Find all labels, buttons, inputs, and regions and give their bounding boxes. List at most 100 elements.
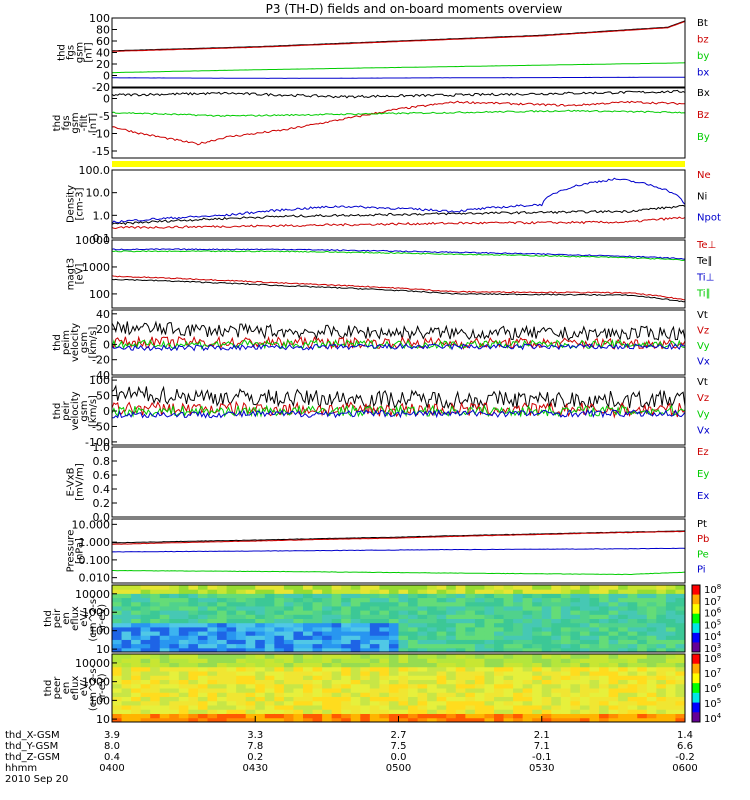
spectrogram-cell (169, 601, 180, 607)
spectrogram-cell (570, 614, 581, 619)
spectrogram-cell (627, 671, 638, 676)
spectrogram-cell (427, 635, 438, 640)
spectrogram-cell (656, 647, 667, 653)
spectrogram-cell (226, 618, 237, 624)
spectrogram-cell (197, 679, 208, 685)
spectrogram-cell (465, 639, 476, 645)
spectrogram-cell (532, 709, 543, 714)
spectrogram-cell (274, 700, 285, 706)
spectrogram-cell (427, 683, 438, 689)
spectrogram-cell (245, 679, 256, 685)
spectrogram-cell (350, 671, 361, 676)
spectrogram-cell (484, 679, 495, 685)
spectrogram-cell (484, 688, 495, 693)
y-axis-label: sr-eV) (97, 604, 108, 633)
spectrogram-cell (140, 688, 151, 693)
panel-frame (111, 584, 686, 653)
spectrogram-cell (436, 717, 447, 723)
spectrogram-cell (112, 679, 123, 685)
spectrogram-cell (408, 666, 419, 672)
spectrogram-cell (446, 631, 457, 636)
spectrogram-cell (350, 643, 361, 649)
colorbar-tick-label: 104 (704, 712, 722, 725)
spectrogram-cell (608, 675, 619, 680)
spectrogram-cell (474, 705, 485, 710)
spectrogram-cell (436, 696, 447, 702)
spectrogram-cell (303, 705, 314, 710)
spectrogram-cell (579, 700, 590, 706)
spectrogram-cell (656, 666, 667, 672)
spectrogram-cell (665, 692, 676, 697)
spectrogram-cell (283, 683, 294, 689)
spectrogram-cell (121, 626, 132, 632)
spectrogram-cell (541, 639, 552, 645)
spectrogram-cell (140, 679, 151, 685)
spectrogram-cell (484, 696, 495, 702)
spectrogram-cell (112, 610, 123, 615)
spectrogram-cell (398, 683, 409, 689)
spectrogram-cell (618, 614, 629, 619)
spectrogram-cell (369, 585, 380, 590)
spectrogram-cell (675, 654, 686, 659)
spectrogram-cell (207, 601, 218, 607)
spectrogram-cell (274, 662, 285, 668)
spectrogram-cell (513, 631, 524, 636)
spectrogram-cell (207, 675, 218, 680)
spectrogram-cell (675, 622, 686, 628)
spectrogram-cell (627, 626, 638, 632)
spectrogram-cell (484, 614, 495, 619)
spectrogram-cell (503, 610, 514, 615)
spectrogram-cell (455, 635, 466, 640)
spectrogram-cell (589, 589, 600, 594)
spectrogram-cell (236, 709, 247, 714)
spectrogram-cell (503, 717, 514, 723)
y-axis-label: eflux (70, 676, 81, 701)
y-tick-label: 10000 (75, 588, 110, 601)
spectrogram-cell (322, 671, 333, 676)
spectrogram-cell (455, 688, 466, 693)
spectrogram-cell (178, 654, 189, 659)
spectrogram-cell (197, 683, 208, 689)
spectrogram-cell (379, 696, 390, 702)
spectrogram-cell (331, 717, 342, 723)
spectrogram-cell (293, 589, 304, 594)
spectrogram-cell (131, 713, 142, 719)
spectrogram-cell (436, 626, 447, 632)
spectrogram-cell (503, 709, 514, 714)
spectrogram-cell (331, 679, 342, 685)
spectrogram-cell (455, 605, 466, 611)
spectrogram-cell (484, 593, 495, 599)
spectrogram-cell (551, 671, 562, 676)
spectrogram-cell (197, 589, 208, 594)
spectrogram-cell (312, 593, 323, 599)
spectrogram-cell (474, 647, 485, 653)
spectrogram-cell (541, 593, 552, 599)
spectrogram-cell (560, 618, 571, 624)
spectrogram-cell (589, 585, 600, 590)
peim-velocity-panel: VtVzVyVx40200-20-40thdpeimvelocitygsm[km… (52, 308, 710, 382)
spectrogram-cell (665, 717, 676, 723)
spectrogram-cell (465, 713, 476, 719)
spectrogram-cell (322, 618, 333, 624)
panel-frame (111, 239, 686, 309)
spectrogram-cell (474, 639, 485, 645)
spectrogram-cell (589, 692, 600, 697)
spectrogram-cell (188, 705, 199, 710)
spectrogram-cell (255, 709, 266, 714)
spectrogram-cell (484, 618, 495, 624)
spectrogram-cell (197, 618, 208, 624)
spectrogram-cell (293, 713, 304, 719)
spectrogram-cell (675, 700, 686, 706)
spectrogram-cell (541, 671, 552, 676)
spectrogram-cell (226, 593, 237, 599)
spectrogram-cell (560, 662, 571, 668)
spectrogram-cell (608, 635, 619, 640)
spectrogram-cell (494, 713, 505, 719)
spectrogram-cell (369, 593, 380, 599)
y-tick-label: 100 (89, 288, 110, 301)
spectrogram-cell (159, 610, 170, 615)
spectrogram-cell (217, 675, 228, 680)
spectrogram-cell (570, 683, 581, 689)
spectrogram-cell (255, 589, 266, 594)
axis-table-value: 0600 (672, 763, 697, 774)
